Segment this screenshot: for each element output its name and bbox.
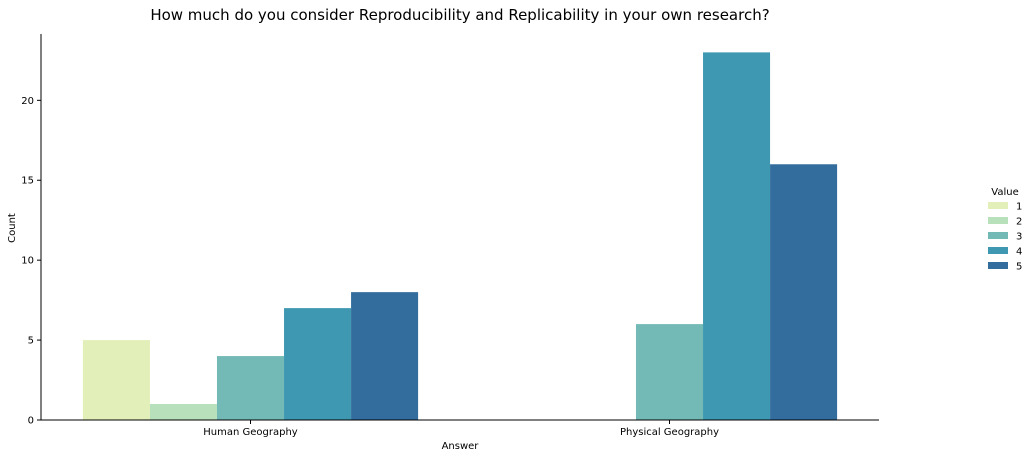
legend-swatch-5 [988, 262, 1008, 269]
legend-swatch-4 [988, 247, 1008, 254]
x-tick-label: Physical Geography [620, 427, 719, 438]
y-tick-label: 5 [28, 336, 34, 347]
legend-title: Value [991, 187, 1018, 198]
legend-label-2: 2 [1016, 217, 1022, 228]
legend: Value 1 2 3 4 5 [988, 187, 1022, 273]
bar-physical-geography-value-5 [770, 164, 838, 420]
bar-human-geography-value-5 [351, 292, 419, 420]
chart-title: How much do you consider Reproducibility… [150, 6, 769, 24]
bar-human-geography-value-4 [284, 308, 352, 420]
bars [82, 52, 838, 420]
legend-label-1: 1 [1016, 202, 1022, 213]
legend-label-3: 3 [1016, 232, 1022, 243]
legend-swatch-3 [988, 232, 1008, 239]
bar-human-geography-value-3 [216, 356, 285, 420]
legend-swatch-1 [988, 202, 1008, 209]
bar-human-geography-value-2 [149, 404, 217, 420]
y-tick-label: 15 [21, 176, 34, 187]
x-ticks: Human Geography Physical Geography [203, 420, 719, 438]
legend-label-5: 5 [1016, 262, 1022, 273]
y-tick-label: 20 [21, 96, 34, 107]
y-tick-label: 10 [21, 256, 34, 267]
bar-physical-geography-value-3 [635, 324, 704, 420]
x-tick-label: Human Geography [203, 427, 298, 438]
legend-swatch-2 [988, 217, 1008, 224]
y-axis-label: Count [7, 213, 18, 243]
x-axis-label: Answer [442, 441, 480, 452]
bar-human-geography-value-1 [82, 340, 150, 420]
legend-label-4: 4 [1016, 247, 1022, 258]
y-tick-label: 0 [28, 416, 34, 427]
y-ticks: 0 5 10 15 20 [21, 96, 41, 427]
bar-physical-geography-value-4 [703, 52, 771, 420]
